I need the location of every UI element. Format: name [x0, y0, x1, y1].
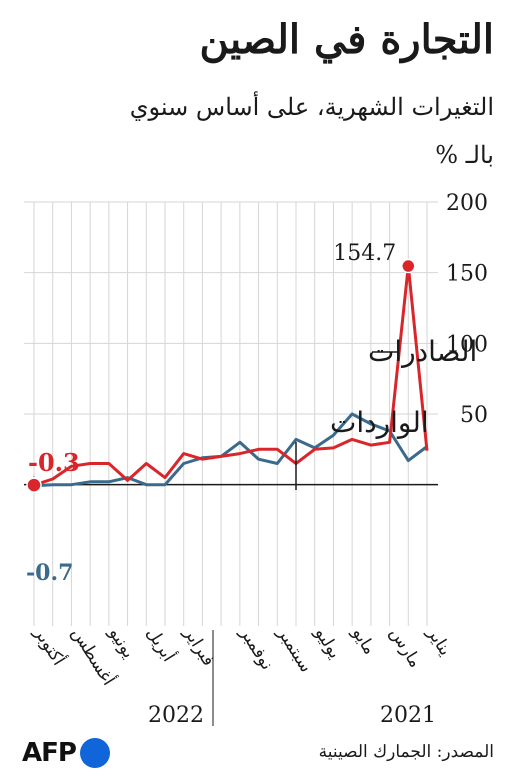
unit-label: بالـ % [435, 141, 494, 169]
source-note: المصدر: الجمارك الصينية [318, 742, 494, 762]
chart-title: التجارة في الصين [199, 16, 494, 63]
exports-peak-label: 154.7 [333, 241, 396, 266]
imports-series-label: الواردات [330, 406, 429, 439]
exports-line [33, 264, 429, 487]
x-tick-label: أكتوبر [29, 622, 70, 669]
afp-logo: AFP [22, 738, 110, 768]
x-tick-label: فبراير [179, 623, 218, 670]
x-tick-label: يوليو [310, 623, 345, 662]
x-tick-label: مايو [347, 623, 379, 658]
imports-line [33, 412, 428, 488]
year-label-2022: 2022 [148, 703, 204, 728]
x-tick-label: أبريل [142, 623, 180, 666]
year-label-2021: 2021 [380, 703, 436, 728]
chart-subtitle: التغيرات الشهرية، على أساس سنوي [129, 93, 494, 121]
y-tick-label: 150 [446, 262, 488, 287]
afp-logo-text: AFP [22, 738, 77, 768]
x-tick-label: يناير [422, 623, 455, 659]
exports-last-label: -0.3 [28, 448, 80, 477]
y-tick-label: 50 [460, 403, 488, 428]
exports-peak-point [401, 258, 416, 274]
exports-last-point [26, 477, 42, 493]
x-tick-label: يونيو [104, 623, 139, 662]
afp-logo-dot-icon [79, 738, 110, 768]
y-tick-label: 100 [446, 332, 488, 357]
y-tick-label: 200 [446, 191, 488, 216]
imports-last-label: -0.7 [26, 560, 73, 586]
x-tick-label: سبتمبر [273, 623, 316, 676]
x-tick-label: نوفمبر [235, 623, 277, 673]
x-tick-label: مارس [385, 624, 425, 671]
